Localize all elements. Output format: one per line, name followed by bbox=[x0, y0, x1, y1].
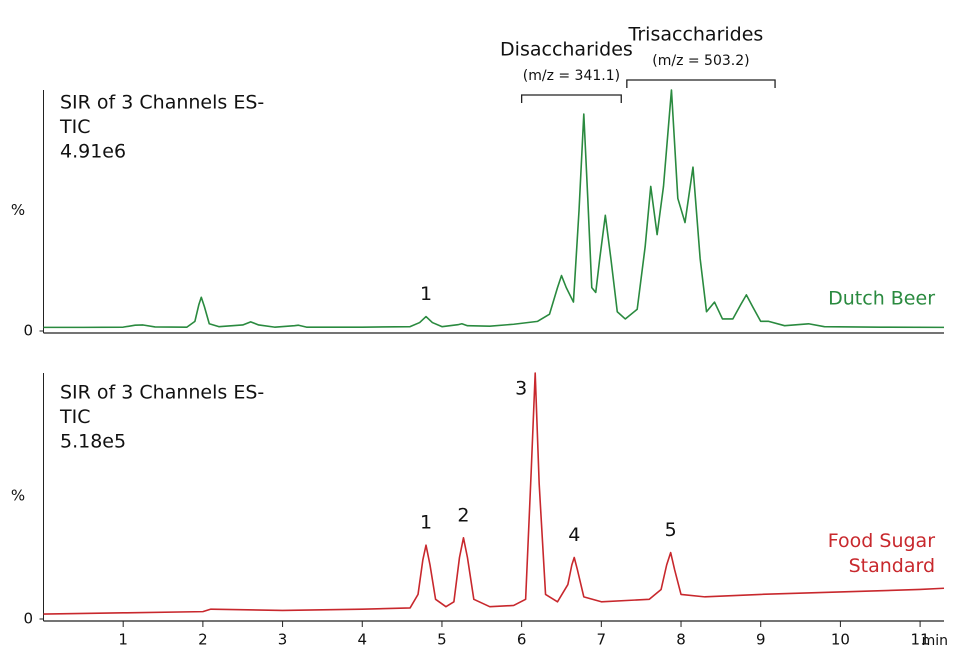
info-text: 4.91e6 bbox=[60, 141, 126, 163]
x-tick-label: 8 bbox=[676, 631, 686, 649]
bracket-label: Trisaccharides bbox=[628, 24, 764, 46]
bracket bbox=[520, 94, 622, 103]
x-tick-label: 4 bbox=[357, 631, 367, 649]
series-name-line: Standard bbox=[849, 555, 935, 577]
peak-label: 3 bbox=[515, 378, 527, 400]
info-text: SIR of 3 Channels ES- bbox=[60, 382, 264, 404]
y-tick-label: 0 bbox=[23, 322, 33, 340]
x-tick-label: 10 bbox=[831, 631, 850, 649]
y-axis-label: % bbox=[11, 201, 25, 219]
peak-label: 1 bbox=[420, 283, 432, 305]
x-axis-label: min bbox=[922, 633, 948, 649]
bracket bbox=[626, 79, 776, 88]
series-name: Food Sugar Standard bbox=[828, 530, 935, 577]
y-axis-label: % bbox=[11, 487, 25, 505]
series-name: Dutch Beer bbox=[828, 288, 935, 310]
info-text: TIC bbox=[59, 406, 90, 428]
x-tick-label: 9 bbox=[756, 631, 766, 649]
x-tick-label: 1 bbox=[118, 631, 128, 649]
series-name-line: Food Sugar bbox=[828, 530, 935, 552]
info-text: TIC bbox=[59, 116, 90, 138]
x-tick-label: 6 bbox=[517, 631, 527, 649]
peak-label: 5 bbox=[665, 519, 677, 541]
trace bbox=[43, 372, 945, 615]
trace bbox=[43, 89, 945, 329]
x-tick-label: 7 bbox=[597, 631, 607, 649]
info-text: 5.18e5 bbox=[60, 431, 126, 453]
info-text: SIR of 3 Channels ES- bbox=[60, 92, 264, 114]
x-tick-label: 11 bbox=[911, 631, 930, 649]
peak-label: 2 bbox=[457, 504, 469, 526]
bracket-sublabel: (m/z = 341.1) bbox=[523, 68, 620, 84]
bracket-sublabel: (m/z = 503.2) bbox=[652, 53, 749, 69]
bracket-label: Disaccharides bbox=[500, 39, 633, 61]
peak-label: 4 bbox=[568, 524, 580, 546]
y-tick-label: 0 bbox=[23, 610, 33, 628]
x-tick-label: 2 bbox=[198, 631, 208, 649]
x-tick-label: 5 bbox=[437, 631, 447, 649]
peak-label: 1 bbox=[420, 512, 432, 534]
x-tick-label: 3 bbox=[278, 631, 288, 649]
